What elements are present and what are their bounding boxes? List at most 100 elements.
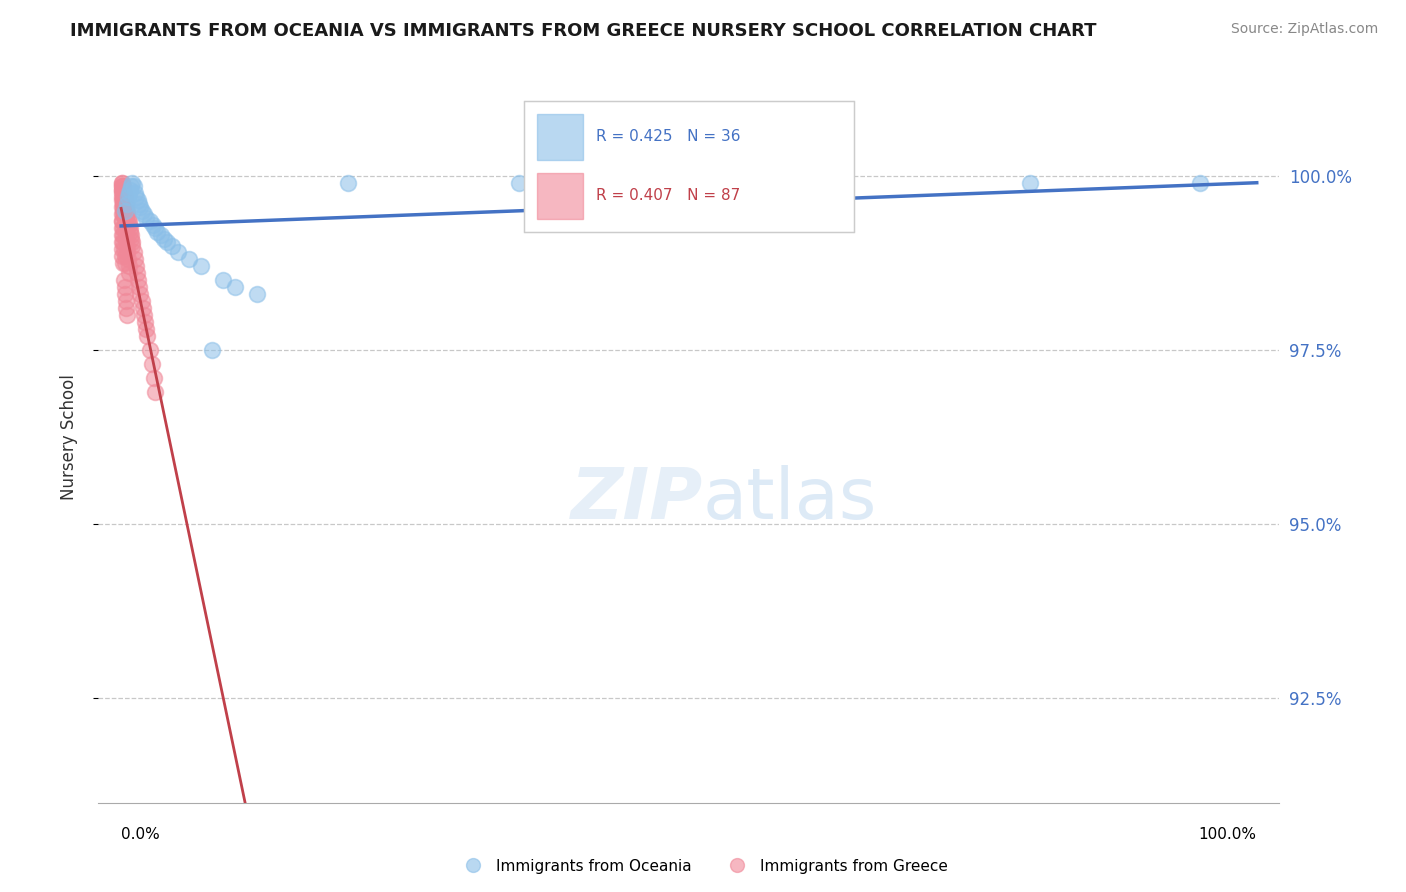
Point [120, 225, 142, 239]
Point [127, 273, 149, 287]
Point [121, 176, 143, 190]
Point [141, 357, 163, 371]
Point [112, 235, 135, 249]
Point [132, 207, 155, 221]
Point [132, 301, 155, 316]
Point [124, 186, 146, 201]
Point [122, 179, 145, 194]
Point [118, 221, 141, 235]
Point [142, 218, 165, 232]
Point [131, 294, 153, 309]
Point [792, 176, 814, 190]
Point [114, 256, 136, 270]
Point [190, 260, 212, 274]
Point [111, 214, 134, 228]
Point [114, 190, 136, 204]
Point [114, 287, 136, 301]
Point [1188, 176, 1211, 190]
Point [111, 196, 134, 211]
Text: atlas: atlas [703, 465, 877, 534]
Point [114, 280, 136, 294]
Point [111, 249, 134, 263]
Point [127, 193, 149, 207]
Point [508, 176, 530, 190]
Point [120, 179, 142, 194]
Point [153, 231, 176, 245]
Point [111, 207, 134, 221]
Y-axis label: Nursery School: Nursery School [59, 374, 77, 500]
Point [114, 196, 136, 211]
Point [118, 218, 141, 232]
Point [111, 179, 134, 194]
Point [143, 384, 166, 399]
Point [124, 252, 146, 267]
Point [115, 238, 138, 252]
Point [115, 301, 138, 316]
Point [112, 193, 135, 207]
Point [117, 207, 139, 221]
Text: IMMIGRANTS FROM OCEANIA VS IMMIGRANTS FROM GREECE NURSERY SCHOOL CORRELATION CHA: IMMIGRANTS FROM OCEANIA VS IMMIGRANTS FR… [70, 22, 1097, 40]
Point [138, 343, 160, 357]
Text: Source: ZipAtlas.com: Source: ZipAtlas.com [1230, 22, 1378, 37]
Point [125, 190, 148, 204]
Point [122, 245, 145, 260]
Point [111, 193, 134, 207]
Point [135, 322, 157, 336]
Point [114, 193, 136, 207]
Point [111, 200, 134, 214]
Point [155, 235, 177, 249]
Point [114, 203, 136, 218]
Point [112, 203, 135, 218]
Point [111, 186, 134, 201]
Point [117, 190, 139, 204]
Point [212, 273, 235, 287]
Point [111, 256, 134, 270]
Point [111, 176, 134, 190]
Point [111, 235, 134, 249]
Text: ZIP: ZIP [571, 465, 703, 534]
Point [111, 228, 134, 243]
Point [146, 225, 169, 239]
Point [201, 343, 224, 357]
Point [115, 231, 138, 245]
Point [114, 294, 136, 309]
Point [112, 273, 135, 287]
Point [115, 196, 138, 211]
Point [111, 190, 134, 204]
Point [117, 252, 139, 267]
Point [246, 287, 269, 301]
Point [112, 242, 135, 256]
Point [117, 211, 139, 225]
Point [120, 183, 142, 197]
Point [1018, 176, 1040, 190]
Point [114, 211, 136, 225]
Point [114, 218, 136, 232]
Point [114, 203, 136, 218]
Point [111, 221, 134, 235]
Point [111, 207, 134, 221]
Point [111, 221, 134, 235]
Point [121, 235, 143, 249]
Point [337, 176, 360, 190]
Point [117, 260, 139, 274]
Point [111, 214, 134, 228]
Point [111, 183, 134, 197]
Point [167, 245, 190, 260]
Point [117, 214, 139, 228]
Point [114, 225, 136, 239]
Point [129, 287, 152, 301]
Point [111, 200, 134, 214]
Point [115, 203, 138, 218]
Point [111, 179, 134, 194]
Point [111, 242, 134, 256]
Point [138, 214, 160, 228]
Point [125, 266, 148, 280]
Point [112, 183, 135, 197]
Point [129, 200, 152, 214]
Point [132, 308, 155, 322]
Text: 100.0%: 100.0% [1199, 827, 1257, 842]
Point [111, 186, 134, 201]
Point [111, 179, 134, 194]
Point [114, 249, 136, 263]
Point [149, 228, 172, 243]
